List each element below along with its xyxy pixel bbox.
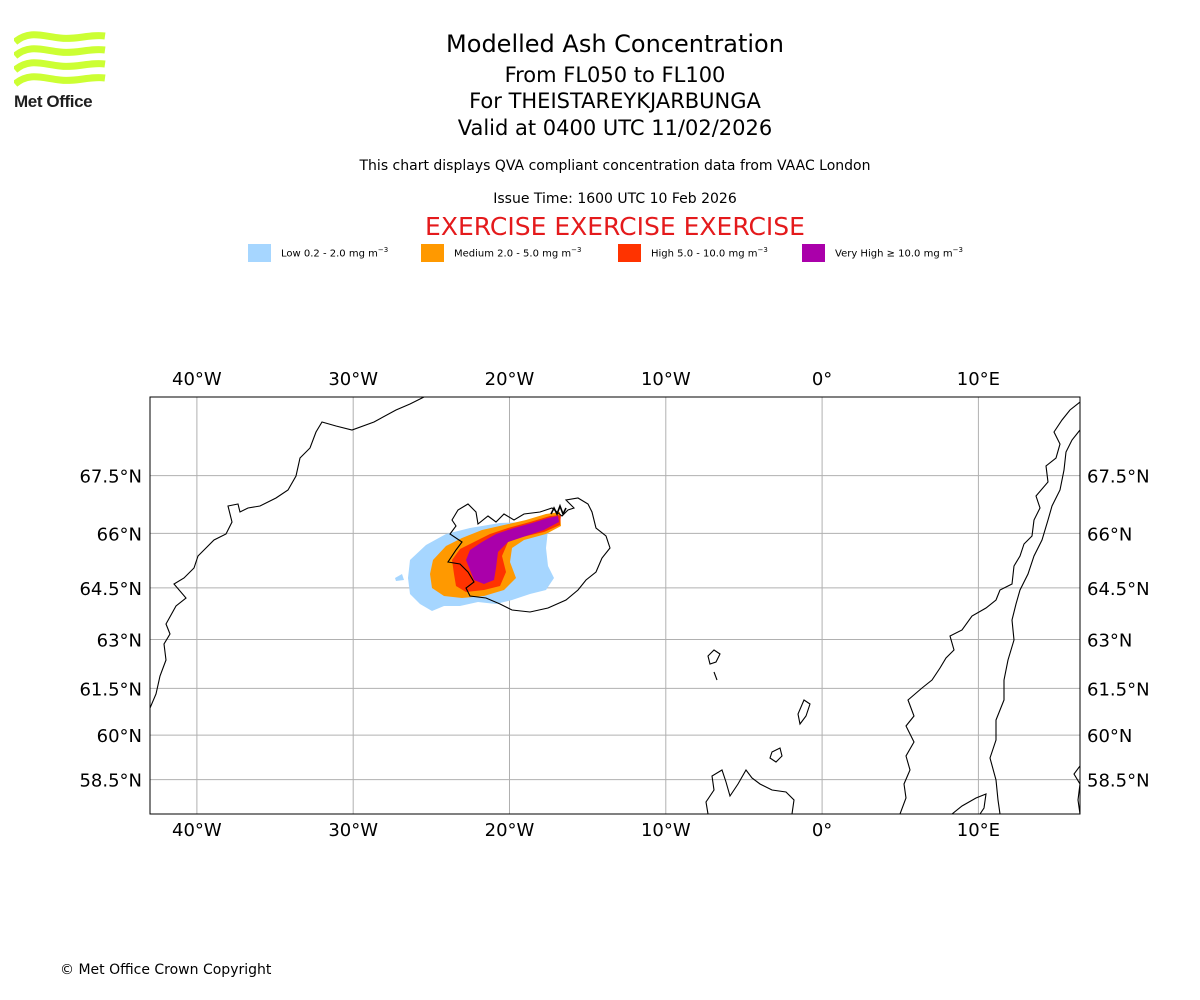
- lon-label-bottom: 20°W: [485, 820, 535, 841]
- lat-label-right: 64.5°N: [1087, 579, 1150, 600]
- legend-label-low: Low 0.2 - 2.0 mg m−3: [281, 246, 389, 260]
- ash-contours: [395, 512, 561, 611]
- map-frame: [149, 396, 1081, 815]
- chart-title: Modelled Ash Concentration: [446, 30, 784, 58]
- logo-wave-3: [14, 59, 106, 73]
- logo-wave-4: [14, 73, 106, 87]
- lat-label-right: 60°N: [1087, 726, 1132, 747]
- faroe-islands: [707, 649, 721, 681]
- lon-label-bottom: 0°: [812, 820, 832, 841]
- lon-label-top: 40°W: [172, 369, 222, 390]
- legend-item-low: Low 0.2 - 2.0 mg m−3: [248, 244, 388, 262]
- legend-swatch-high: [618, 244, 641, 262]
- lon-label-top: 10°W: [641, 369, 691, 390]
- lat-label-left: 64.5°N: [79, 579, 142, 600]
- legend-swatch-low: [248, 244, 271, 262]
- lat-label-right: 66°N: [1087, 524, 1132, 545]
- legend-item-high: High 5.0 - 10.0 mg m−3: [618, 244, 768, 262]
- lat-label-right: 67.5°N: [1087, 467, 1150, 488]
- lon-label-top: 20°W: [485, 369, 535, 390]
- lat-label-right: 58.5°N: [1087, 771, 1150, 792]
- shetland: [797, 699, 811, 726]
- denmark-coast: [951, 793, 987, 814]
- legend-item-medium: Medium 2.0 - 5.0 mg m−3: [421, 244, 581, 262]
- lat-label-left: 58.5°N: [79, 771, 142, 792]
- qva-note: This chart displays QVA compliant concen…: [359, 158, 871, 174]
- copyright: © Met Office Crown Copyright: [60, 962, 272, 978]
- valid-time: Valid at 0400 UTC 11/02/2026: [457, 116, 773, 140]
- lon-label-bottom: 40°W: [172, 820, 222, 841]
- lon-label-bottom: 10°E: [957, 820, 1000, 841]
- lat-label-right: 63°N: [1087, 630, 1132, 651]
- norway-inland-border: [989, 429, 1080, 814]
- lon-label-bottom: 10°W: [641, 820, 691, 841]
- lat-label-left: 66°N: [97, 524, 142, 545]
- lat-label-left: 60°N: [97, 726, 142, 747]
- map-tick-labels: 40°W 40°W 30°W 30°W 20°W 20°W 10°W 10°W 0° 0° 10°E…: [79, 369, 1149, 841]
- iceland-coast: [447, 497, 611, 613]
- exercise-banner: EXERCISE EXERCISE EXERCISE: [425, 212, 805, 241]
- sweden-coast: [1073, 765, 1080, 814]
- map-frame-fill: [150, 397, 1080, 814]
- lat-label-left: 61.5°N: [79, 679, 142, 700]
- norway-coast: [899, 401, 1080, 814]
- vatnajokull-mark: [550, 503, 567, 516]
- legend-label-very-high: Very High ≥ 10.0 mg m−3: [835, 246, 963, 260]
- logo-wave-2: [14, 45, 106, 59]
- met-office-logo: [14, 31, 106, 87]
- lon-label-top: 10°E: [957, 369, 1000, 390]
- lon-label-top: 30°W: [328, 369, 378, 390]
- lat-label-left: 63°N: [97, 630, 142, 651]
- coastlines: [150, 397, 1080, 814]
- ash-area-very-high: [466, 516, 559, 584]
- map-gridlines: [150, 397, 1080, 814]
- lat-label-left: 67.5°N: [79, 467, 142, 488]
- lon-label-top: 0°: [812, 369, 832, 390]
- legend-swatch-very-high: [802, 244, 825, 262]
- legend-swatch-medium: [421, 244, 444, 262]
- orkney: [769, 747, 783, 763]
- issue-time: Issue Time: 1600 UTC 10 Feb 2026: [493, 191, 737, 207]
- greenland-coast: [150, 397, 425, 709]
- legend-item-very-high: Very High ≥ 10.0 mg m−3: [802, 244, 963, 262]
- logo-waves-icon: [14, 31, 106, 87]
- legend-label-medium: Medium 2.0 - 5.0 mg m−3: [454, 246, 582, 260]
- lat-label-right: 61.5°N: [1087, 679, 1150, 700]
- logo-name: Met Office: [14, 92, 93, 111]
- lon-label-bottom: 30°W: [328, 820, 378, 841]
- legend-label-high: High 5.0 - 10.0 mg m−3: [651, 246, 768, 260]
- logo-wave-1: [14, 31, 106, 45]
- volcano-name: For THEISTAREYKJARBUNGA: [469, 89, 761, 113]
- flight-levels: From FL050 to FL100: [504, 63, 726, 87]
- scotland-coast: [705, 769, 795, 814]
